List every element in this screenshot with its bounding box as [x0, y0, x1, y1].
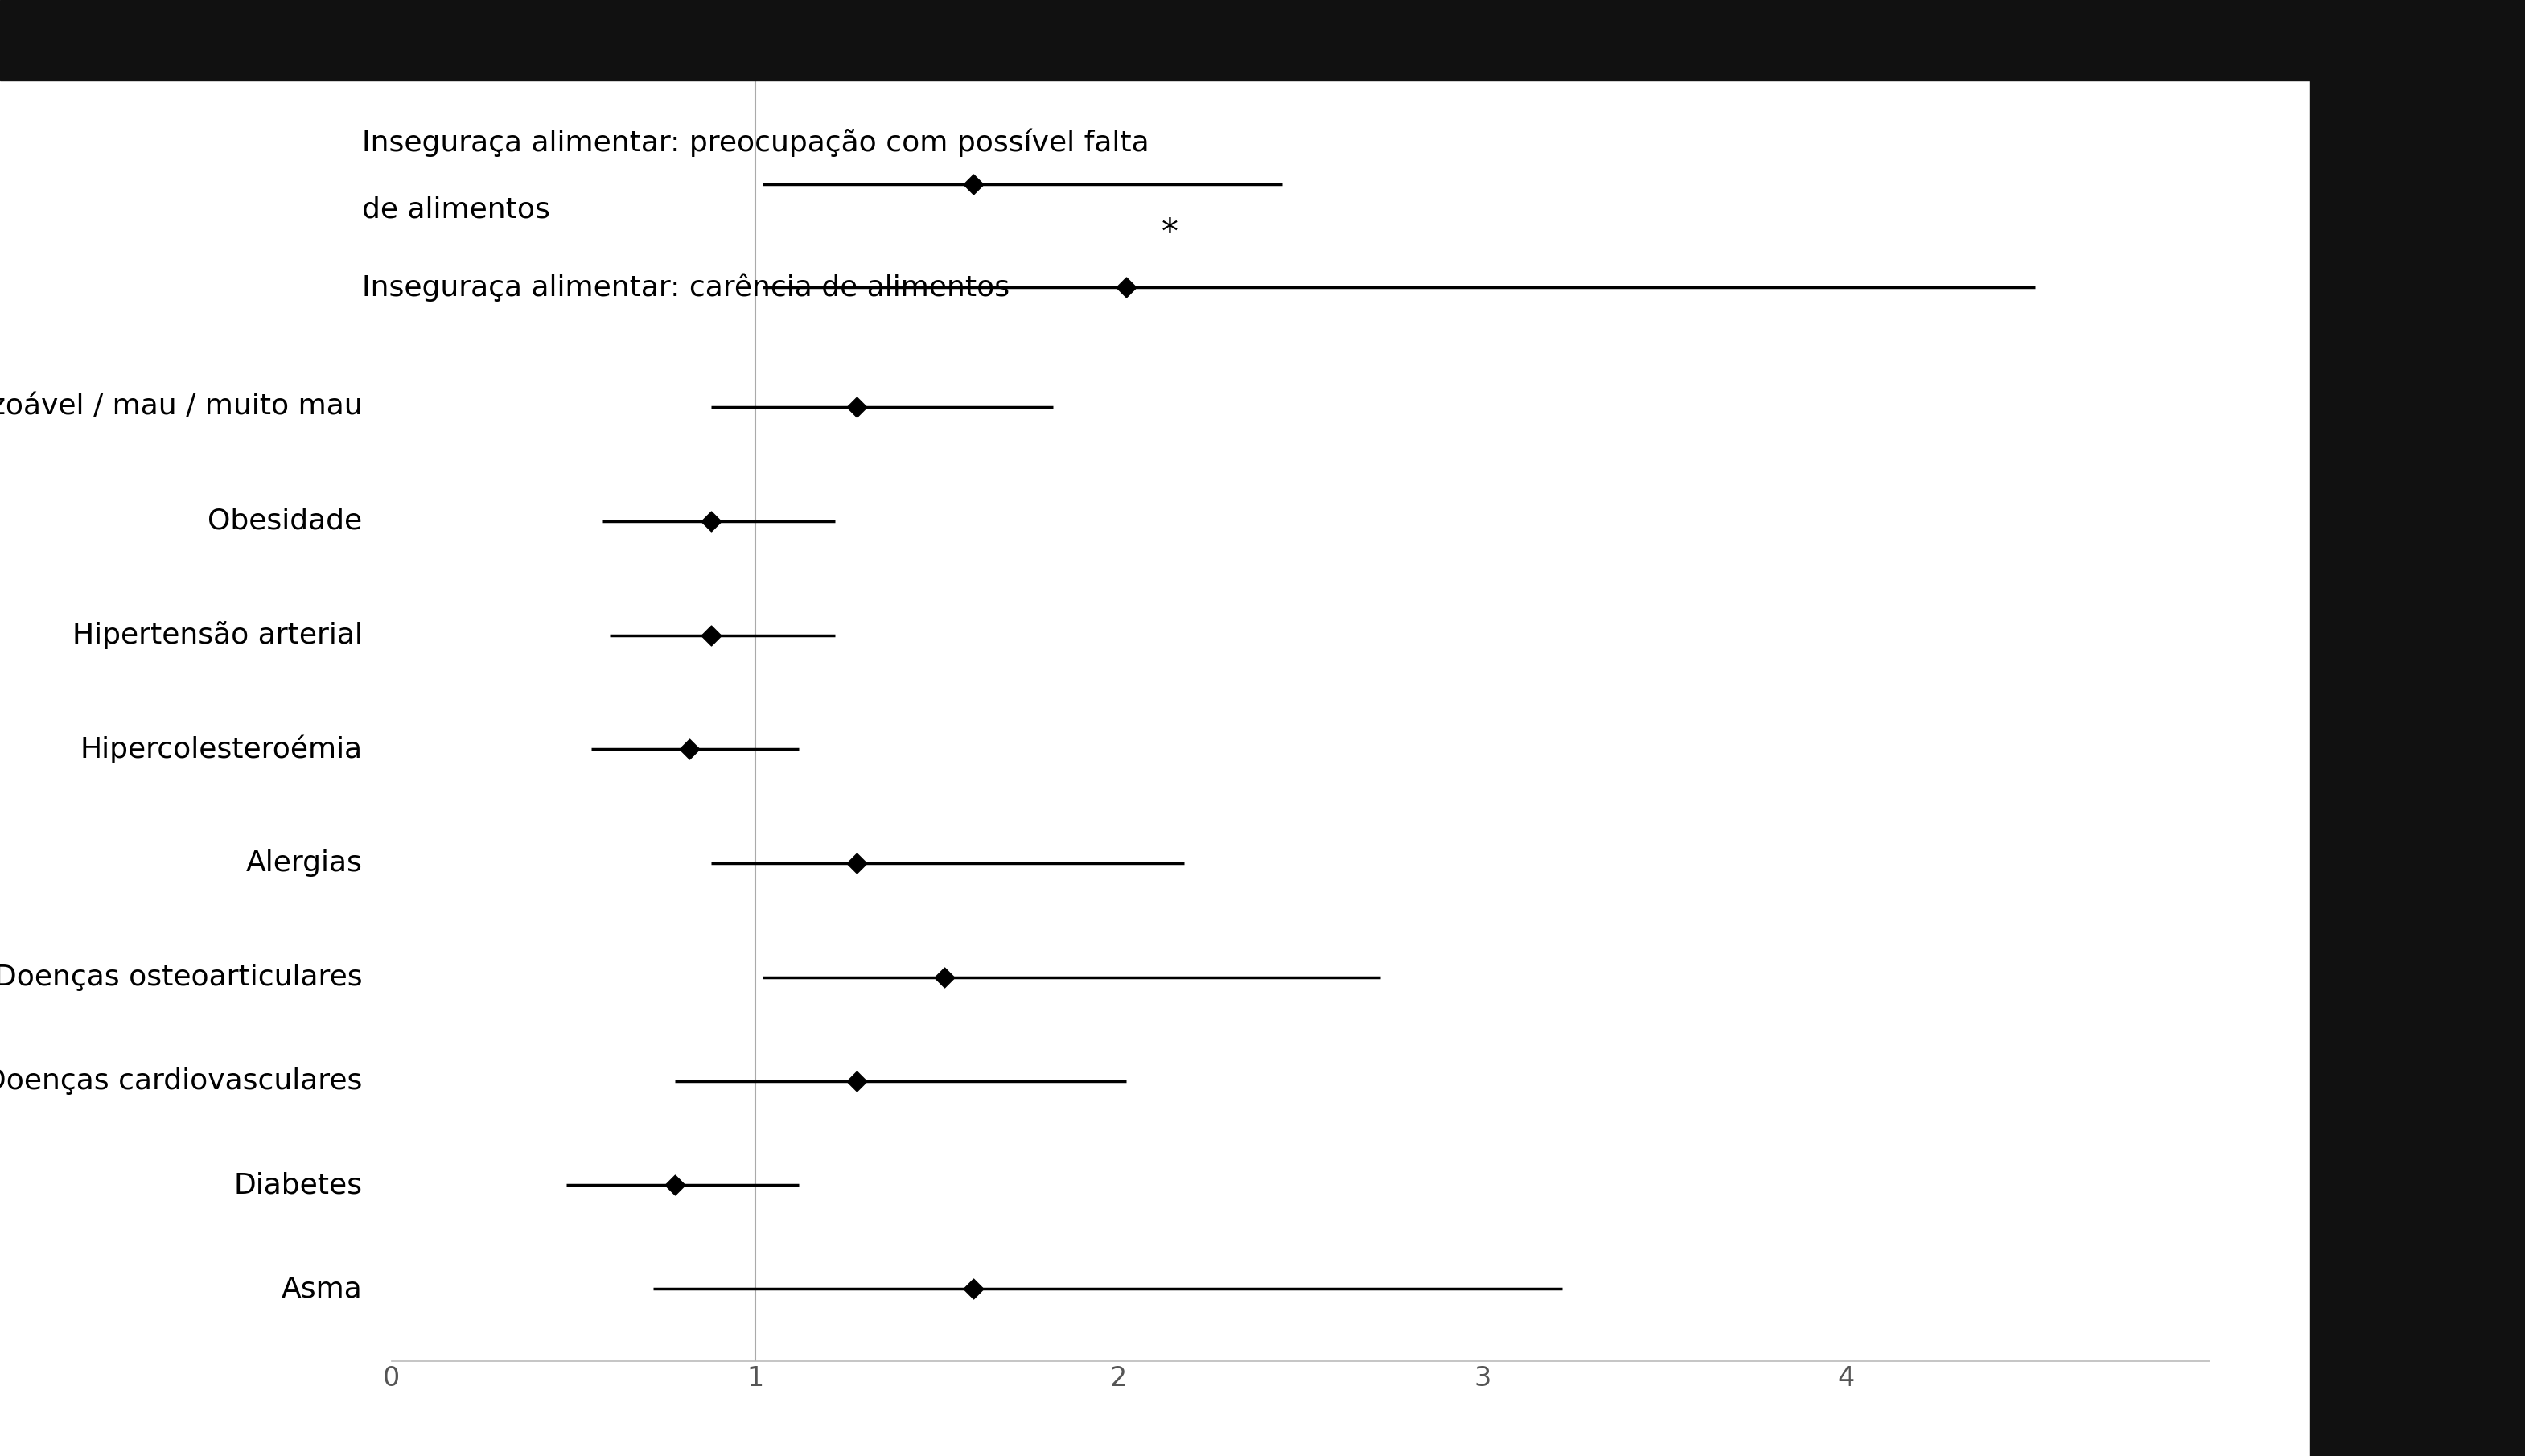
Text: Inseguraça alimentar: carência de alimentos: Inseguraça alimentar: carência de alimen…	[361, 274, 1010, 301]
Text: Asma: Asma	[280, 1275, 361, 1303]
Text: Doenças osteoarticulares: Doenças osteoarticulares	[0, 964, 361, 992]
Point	[836, 395, 876, 418]
Point	[692, 510, 732, 533]
Point	[1106, 277, 1146, 300]
Text: 1: 1	[2386, 393, 2406, 421]
Text: Hipercolesteroémia: Hipercolesteroémia	[81, 735, 361, 763]
Text: Estado de saúde razoável / mau / muito mau: Estado de saúde razoável / mau / muito m…	[0, 393, 361, 421]
Point	[692, 623, 732, 646]
Text: Doenças cardiovasculares: Doenças cardiovasculares	[0, 1067, 361, 1095]
Text: Obesidade: Obesidade	[207, 507, 361, 534]
Point	[654, 1174, 694, 1197]
Text: Inseguraça alimentar: preocupação com possível falta: Inseguraça alimentar: preocupação com po…	[361, 128, 1149, 157]
Text: Alergias: Alergias	[245, 850, 361, 877]
Text: de alimentos: de alimentos	[361, 197, 550, 223]
Text: 1: 1	[2386, 964, 2406, 992]
Point	[836, 852, 876, 875]
Point	[669, 738, 710, 761]
Text: 0: 0	[2386, 622, 2406, 649]
Point	[924, 965, 965, 989]
Text: 0: 0	[2386, 507, 2406, 534]
Point	[836, 1070, 876, 1093]
Text: Diabetes: Diabetes	[235, 1171, 361, 1198]
Point	[952, 172, 992, 195]
Text: 1: 1	[2386, 170, 2406, 198]
Text: Hipertensão arterial: Hipertensão arterial	[73, 622, 361, 649]
Text: 1: 1	[2386, 850, 2406, 877]
Text: 0: 0	[2386, 735, 2406, 763]
Text: 1: 1	[2386, 1275, 2406, 1303]
Text: 2: 2	[2386, 274, 2406, 301]
Text: 1: 1	[2386, 1067, 2406, 1095]
Text: *: *	[1162, 217, 1177, 250]
Point	[952, 1277, 992, 1300]
Text: 0: 0	[2386, 1171, 2406, 1198]
